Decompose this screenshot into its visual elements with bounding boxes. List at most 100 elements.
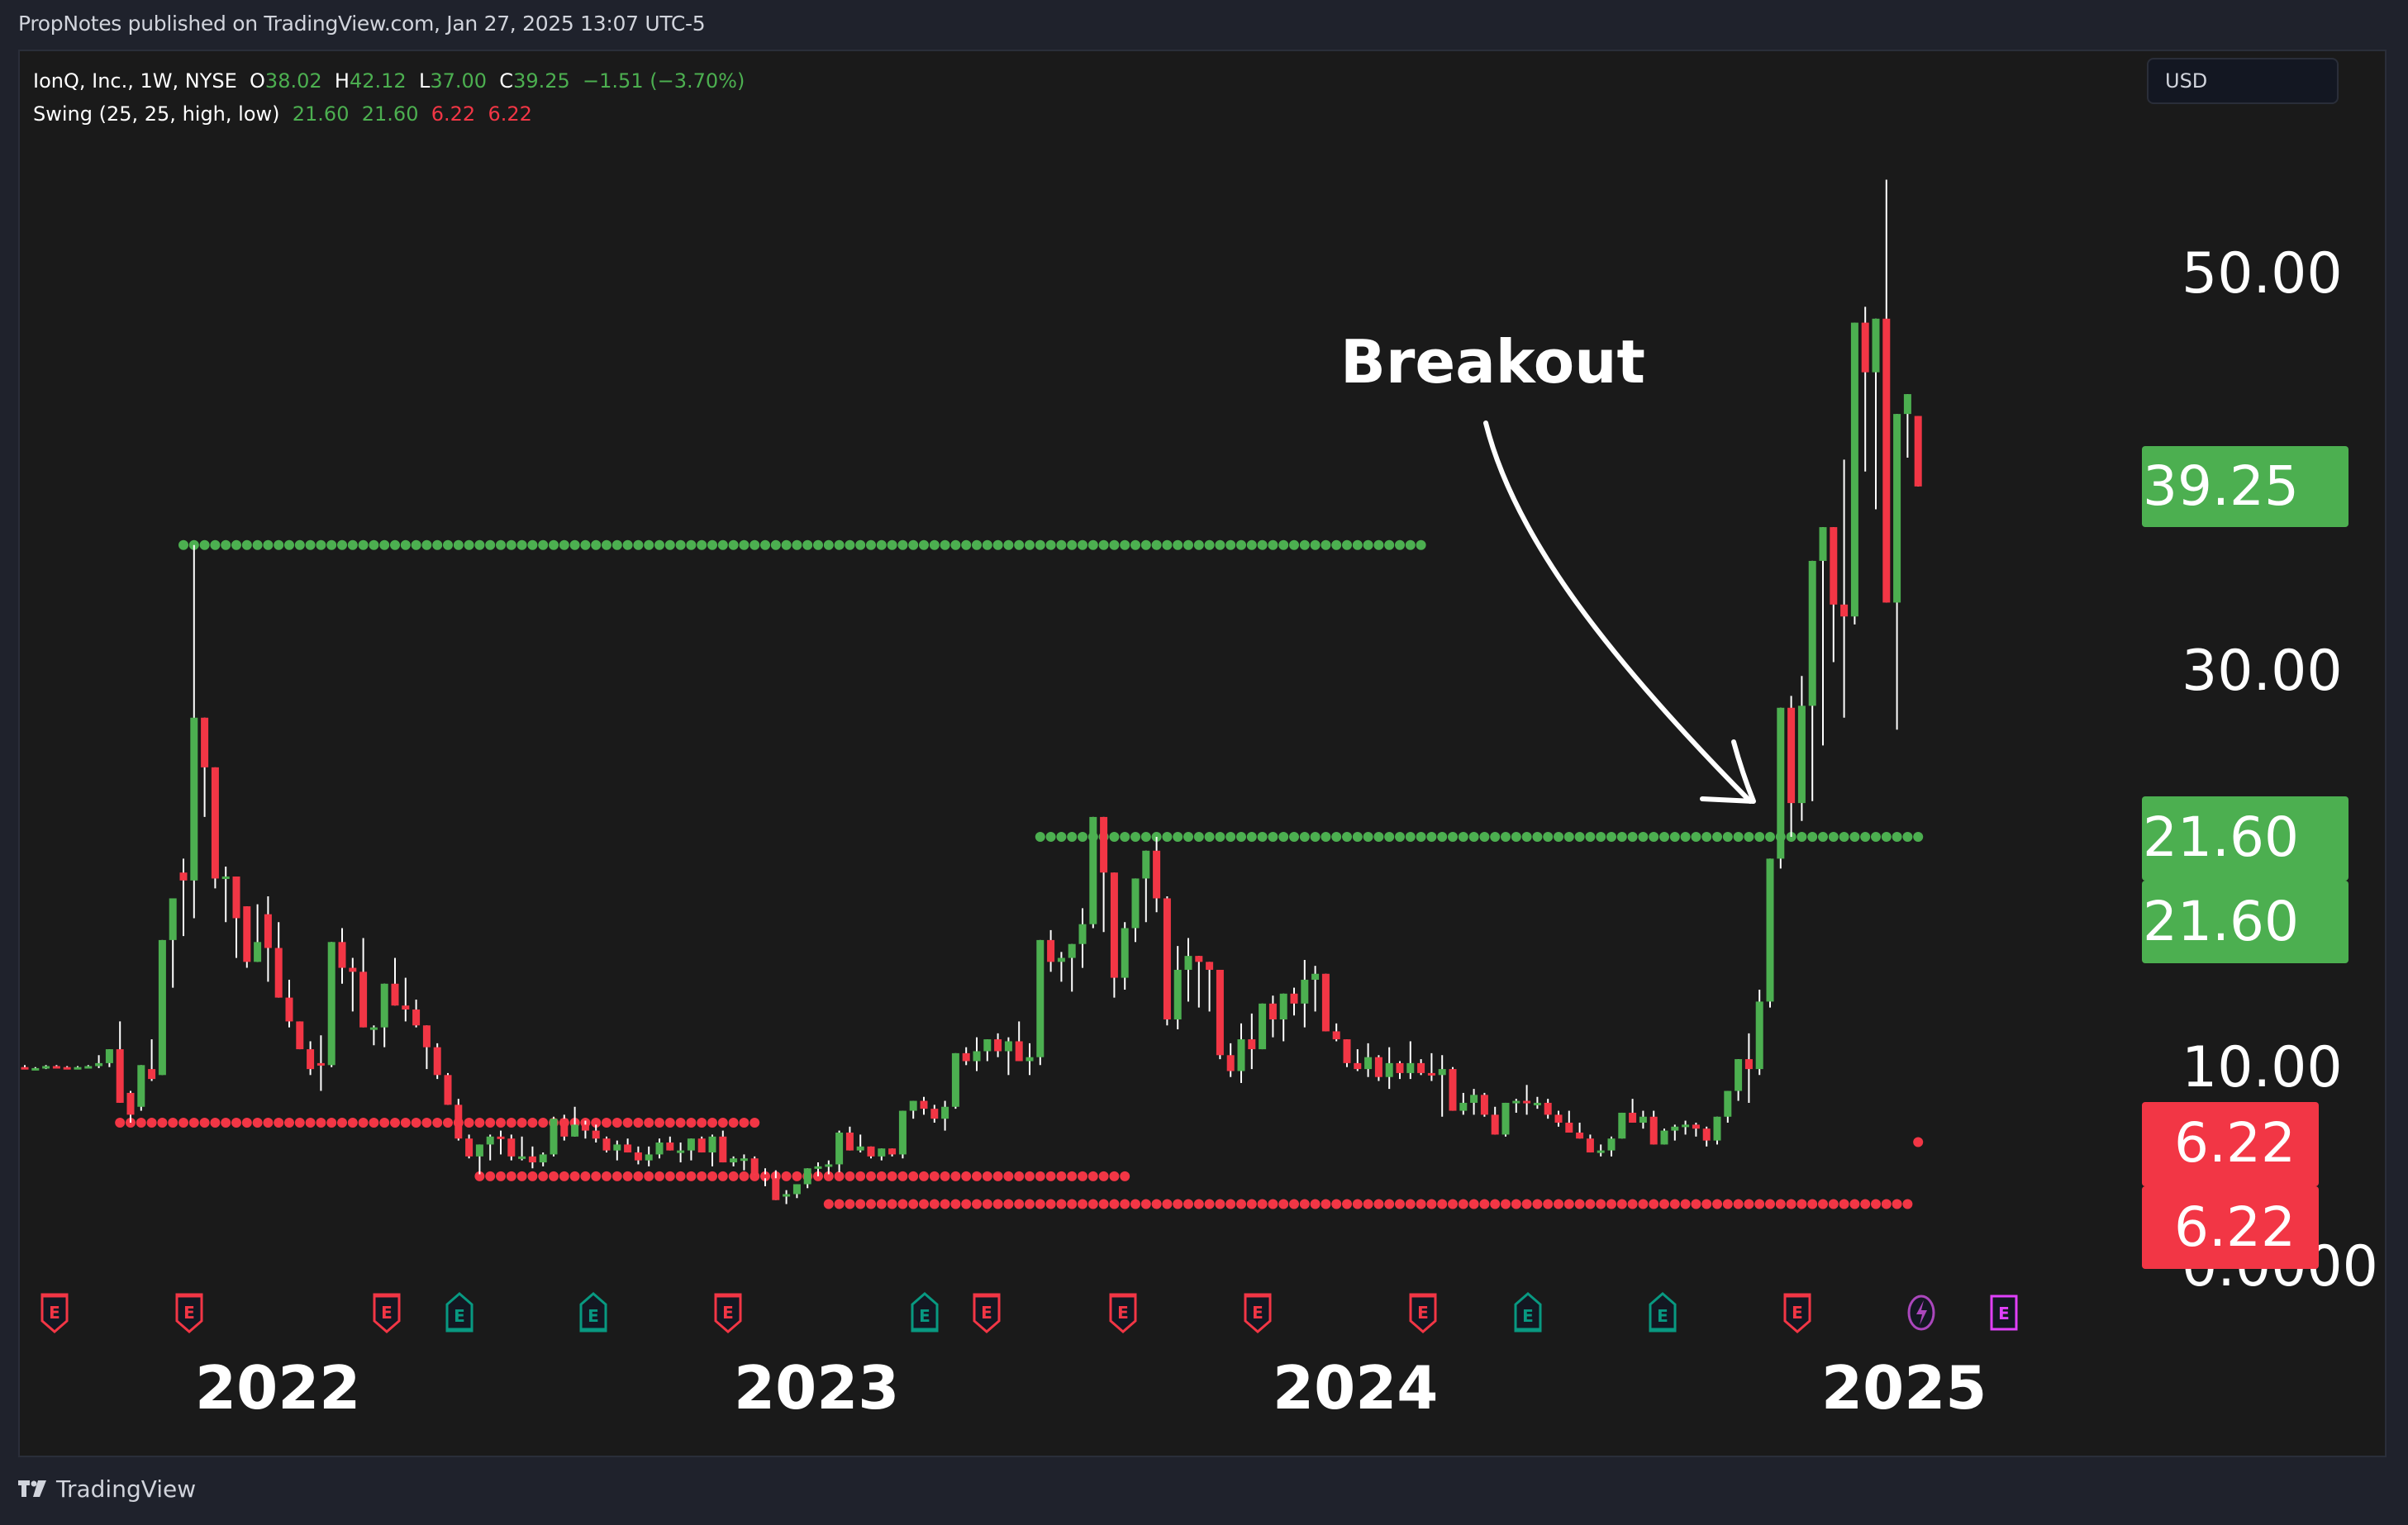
earnings-event-icon[interactable]: E bbox=[1243, 1292, 1273, 1333]
candle[interactable] bbox=[1565, 1110, 1573, 1133]
candle[interactable] bbox=[190, 544, 198, 919]
candle[interactable] bbox=[1480, 1092, 1488, 1117]
candle[interactable] bbox=[962, 1047, 970, 1066]
candle[interactable] bbox=[1554, 1110, 1563, 1127]
candle[interactable] bbox=[1523, 1085, 1531, 1115]
candle[interactable] bbox=[1903, 394, 1911, 458]
candle[interactable] bbox=[1724, 1090, 1732, 1123]
candle[interactable] bbox=[254, 904, 262, 962]
candle[interactable] bbox=[84, 1065, 93, 1069]
candle[interactable] bbox=[878, 1148, 886, 1161]
tradingview-logo[interactable]: TradingView bbox=[18, 1475, 196, 1503]
candle[interactable] bbox=[1797, 676, 1806, 821]
candle[interactable] bbox=[1586, 1134, 1594, 1153]
candle[interactable] bbox=[825, 1160, 833, 1175]
candle[interactable] bbox=[783, 1190, 791, 1204]
candle[interactable] bbox=[761, 1168, 769, 1186]
earnings-event-icon[interactable]: E bbox=[372, 1292, 402, 1333]
candle[interactable] bbox=[1491, 1106, 1499, 1135]
candle[interactable] bbox=[1026, 1043, 1034, 1076]
candle[interactable] bbox=[1364, 1043, 1373, 1077]
candle[interactable] bbox=[1629, 1099, 1637, 1123]
candle[interactable] bbox=[1501, 1102, 1510, 1137]
candle[interactable] bbox=[1184, 938, 1192, 1002]
candle[interactable] bbox=[402, 977, 410, 1022]
candle[interactable] bbox=[42, 1065, 50, 1070]
candle[interactable] bbox=[1354, 1049, 1362, 1071]
candle[interactable] bbox=[1470, 1089, 1478, 1115]
earnings-event-icon[interactable]: E bbox=[578, 1292, 608, 1333]
candle[interactable] bbox=[1015, 1021, 1023, 1062]
candle[interactable] bbox=[1195, 956, 1203, 1008]
candle[interactable] bbox=[1893, 414, 1901, 730]
candle[interactable] bbox=[1597, 1144, 1605, 1157]
candle[interactable] bbox=[221, 866, 230, 923]
candle[interactable] bbox=[1850, 322, 1858, 625]
candle[interactable] bbox=[730, 1156, 738, 1166]
candle[interactable] bbox=[1618, 1112, 1626, 1139]
candle[interactable] bbox=[792, 1184, 801, 1199]
candle[interactable] bbox=[1787, 696, 1796, 837]
candle[interactable] bbox=[1671, 1124, 1679, 1141]
candle[interactable] bbox=[475, 1144, 483, 1175]
candle[interactable] bbox=[327, 942, 336, 1067]
earnings-event-icon[interactable]: E bbox=[1648, 1292, 1678, 1333]
candle[interactable] bbox=[1406, 1041, 1415, 1080]
candle[interactable] bbox=[137, 1065, 145, 1111]
candle[interactable] bbox=[105, 1049, 113, 1067]
candle[interactable] bbox=[602, 1136, 611, 1153]
earnings-event-icon[interactable]: E bbox=[910, 1292, 940, 1333]
candle[interactable] bbox=[1216, 969, 1224, 1060]
candle[interactable] bbox=[1576, 1122, 1584, 1139]
candle[interactable] bbox=[1068, 943, 1076, 992]
candle[interactable] bbox=[624, 1138, 632, 1153]
candle[interactable] bbox=[1914, 416, 1922, 487]
candle[interactable] bbox=[433, 1043, 441, 1080]
candle[interactable] bbox=[1808, 560, 1816, 801]
candle[interactable] bbox=[1882, 179, 1891, 603]
candle[interactable] bbox=[497, 1130, 505, 1155]
candle[interactable] bbox=[1259, 1003, 1267, 1050]
earnings-event-icon[interactable]: E bbox=[445, 1292, 474, 1333]
candle[interactable] bbox=[560, 1114, 569, 1141]
candle[interactable] bbox=[1713, 1116, 1721, 1145]
candle[interactable] bbox=[951, 1052, 959, 1109]
candle[interactable] bbox=[1089, 816, 1097, 929]
candle[interactable] bbox=[1153, 836, 1161, 913]
candle[interactable] bbox=[1427, 1052, 1435, 1081]
earnings-event-icon[interactable]: E bbox=[40, 1292, 69, 1333]
candle[interactable] bbox=[920, 1096, 928, 1115]
candle[interactable] bbox=[835, 1130, 844, 1173]
candle[interactable] bbox=[1692, 1122, 1700, 1137]
candle[interactable] bbox=[31, 1067, 40, 1071]
candle[interactable] bbox=[264, 896, 272, 982]
candle[interactable] bbox=[1279, 993, 1287, 1042]
candle[interactable] bbox=[380, 983, 388, 1048]
candle[interactable] bbox=[983, 1039, 992, 1062]
candle[interactable] bbox=[571, 1106, 579, 1137]
candle[interactable] bbox=[1206, 962, 1214, 1012]
candle[interactable] bbox=[1121, 922, 1129, 990]
candle[interactable] bbox=[930, 1105, 939, 1123]
candle[interactable] bbox=[1766, 858, 1774, 1008]
candle[interactable] bbox=[666, 1136, 674, 1151]
breakout-annotation[interactable]: Breakout bbox=[1340, 327, 1645, 397]
earnings-event-icon[interactable]: E bbox=[1408, 1292, 1438, 1333]
candle[interactable] bbox=[634, 1146, 642, 1165]
candle[interactable] bbox=[158, 939, 166, 1076]
candle[interactable] bbox=[52, 1065, 60, 1069]
lightning-event-icon[interactable] bbox=[1906, 1292, 1936, 1333]
earnings-event-icon[interactable]: E bbox=[713, 1292, 743, 1333]
candle[interactable] bbox=[1682, 1120, 1690, 1135]
candle[interactable] bbox=[63, 1066, 71, 1070]
candle[interactable] bbox=[316, 1035, 325, 1091]
candle[interactable] bbox=[518, 1136, 526, 1161]
candle[interactable] bbox=[1777, 707, 1785, 869]
candle[interactable] bbox=[507, 1134, 516, 1161]
candle[interactable] bbox=[444, 1072, 452, 1105]
candle[interactable] bbox=[1004, 1037, 1012, 1076]
candle[interactable] bbox=[1100, 816, 1108, 933]
candle[interactable] bbox=[285, 979, 293, 1028]
candle[interactable] bbox=[1840, 459, 1849, 718]
